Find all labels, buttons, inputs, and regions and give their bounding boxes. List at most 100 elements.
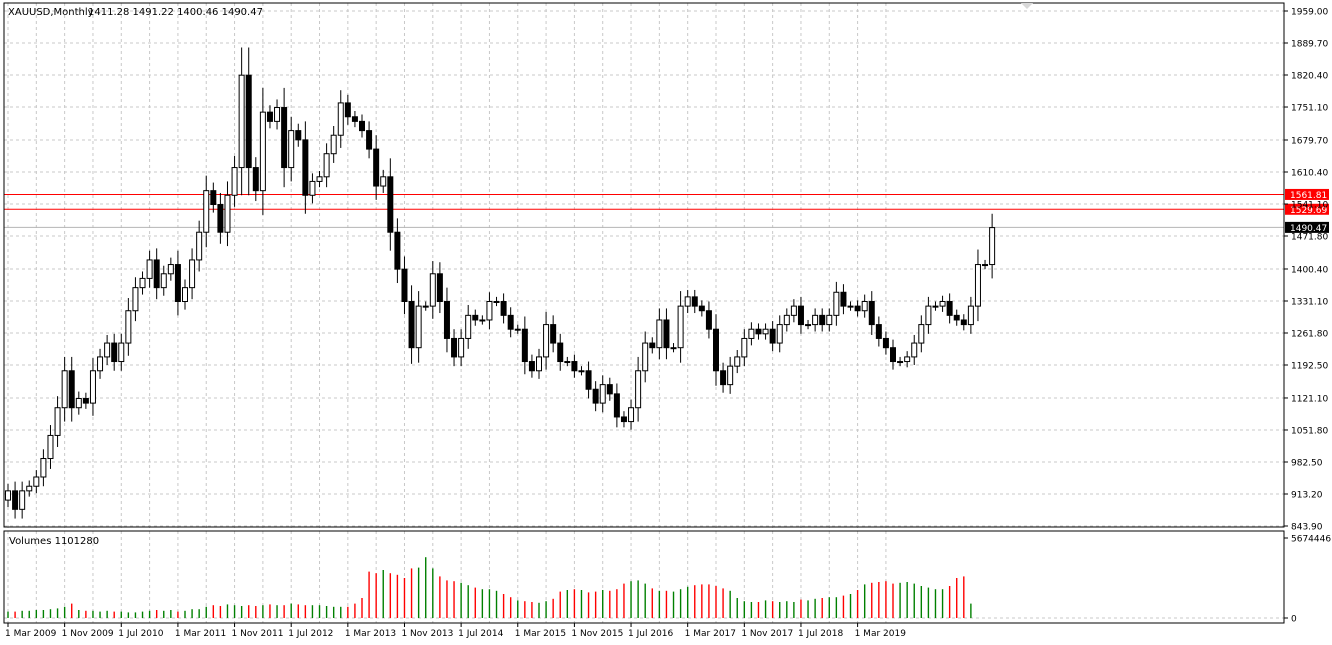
candle-up xyxy=(380,176,387,187)
candle-up xyxy=(904,356,911,363)
candle-up xyxy=(932,305,939,308)
candle-down xyxy=(720,370,727,386)
candle-down xyxy=(854,305,861,312)
volume-tick-label: 5674446 xyxy=(1291,535,1331,545)
candle-up xyxy=(493,300,500,303)
candle-up xyxy=(238,74,245,169)
candle-up xyxy=(97,356,104,372)
time-axis: 1 Mar 2009 1 Nov 2009 1 Jul 2010 1 Mar 2011… xyxy=(5,623,906,639)
candle-down xyxy=(819,314,826,326)
candle-down xyxy=(705,310,712,330)
candle-down xyxy=(387,176,394,233)
candle-down xyxy=(217,204,224,233)
candle-up xyxy=(337,102,344,136)
candle-down xyxy=(153,259,160,289)
candle-up xyxy=(422,305,429,308)
candle-up xyxy=(146,259,153,279)
grid-lines xyxy=(4,3,1284,623)
candle-down xyxy=(550,324,557,344)
candle-down xyxy=(174,264,181,302)
candle-up xyxy=(274,107,281,122)
time-tick-label: 1 Mar 2019 xyxy=(855,629,907,639)
candle-down xyxy=(797,305,804,326)
candle-down xyxy=(691,296,698,307)
candle-up xyxy=(54,407,61,436)
horizontal-levels[interactable]: 1561.81 1529.69 1490.47 xyxy=(4,188,1329,234)
candle-down xyxy=(281,107,288,169)
symbol-label: XAUUSD,Monthly xyxy=(8,7,94,18)
price-tick-label: 1679.70 xyxy=(1291,136,1328,146)
candle-up xyxy=(259,111,266,192)
level-tag xyxy=(1285,188,1329,200)
time-tick-label: 1 Nov 2013 xyxy=(401,629,453,639)
candle-down xyxy=(443,300,450,339)
candle-down xyxy=(882,337,889,349)
candle-up xyxy=(599,384,606,404)
candle-up xyxy=(783,314,790,326)
candle-up xyxy=(26,485,33,492)
candle-up xyxy=(458,337,465,358)
candle-down xyxy=(252,167,259,192)
candle-up xyxy=(748,328,755,339)
candle-down xyxy=(111,342,118,363)
scroll-shift-icon[interactable] xyxy=(1021,3,1033,9)
candle-up xyxy=(974,264,981,307)
candle-down xyxy=(366,130,373,150)
candle-up xyxy=(323,153,330,178)
candle-up xyxy=(578,370,585,373)
price-tick-label: 1331.10 xyxy=(1291,297,1328,307)
time-tick-label: 1 Jul 2018 xyxy=(798,629,843,639)
price-tick-label: 913.20 xyxy=(1291,490,1323,500)
candle-up xyxy=(989,227,996,266)
price-tick-label: 1051.80 xyxy=(1291,426,1328,436)
time-tick-label: 1 Mar 2015 xyxy=(515,629,566,639)
time-tick-label: 1 Jul 2012 xyxy=(288,629,333,639)
candle-up xyxy=(805,324,812,327)
candle-up xyxy=(189,259,196,289)
price-tick-label: 1261.80 xyxy=(1291,329,1328,339)
candle-up xyxy=(75,397,82,409)
candle-up xyxy=(635,370,642,409)
level-tag-label: 1529.69 xyxy=(1290,206,1327,216)
candle-up xyxy=(741,337,748,358)
candle-up xyxy=(826,314,833,326)
candle-up xyxy=(33,476,40,487)
candle-up xyxy=(231,167,238,196)
candle-up xyxy=(316,176,323,182)
candle-up xyxy=(330,134,337,155)
price-tick-label: 1121.10 xyxy=(1291,394,1328,404)
time-tick-label: 1 Nov 2009 xyxy=(62,629,114,639)
candle-up xyxy=(61,370,68,409)
candle-down xyxy=(946,300,953,316)
candle-up xyxy=(104,342,111,358)
price-axis: 1959.00 1889.70 1820.40 1751.10 1679.70 1610.… xyxy=(1284,8,1328,533)
candles-layer xyxy=(5,47,996,519)
price-tick-label: 1889.70 xyxy=(1291,40,1328,50)
price-panel-frame xyxy=(3,2,1285,528)
candle-up xyxy=(40,458,47,478)
candle-up xyxy=(514,328,521,331)
candle-up xyxy=(465,314,472,339)
candle-up xyxy=(47,434,54,460)
price-tick-label: 1400.40 xyxy=(1291,265,1328,275)
time-tick-label: 1 Mar 2011 xyxy=(175,629,226,639)
candle-down xyxy=(500,300,507,316)
candle-up xyxy=(288,130,295,169)
candle-down xyxy=(698,305,705,312)
candle-up xyxy=(543,324,550,358)
price-tick-label: 1751.10 xyxy=(1291,104,1328,114)
candle-down xyxy=(12,490,19,510)
candle-down xyxy=(713,328,719,372)
candle-down xyxy=(769,328,776,344)
candle-down xyxy=(649,342,656,349)
candle-down xyxy=(245,74,252,169)
candle-up xyxy=(982,264,989,267)
candle-up xyxy=(203,190,210,233)
candle-down xyxy=(351,116,358,122)
candle-up xyxy=(642,342,649,372)
price-tick-label: 1541.10 xyxy=(1291,201,1328,211)
candle-up xyxy=(628,407,635,423)
candle-up xyxy=(861,300,868,312)
candle-up xyxy=(19,490,26,510)
